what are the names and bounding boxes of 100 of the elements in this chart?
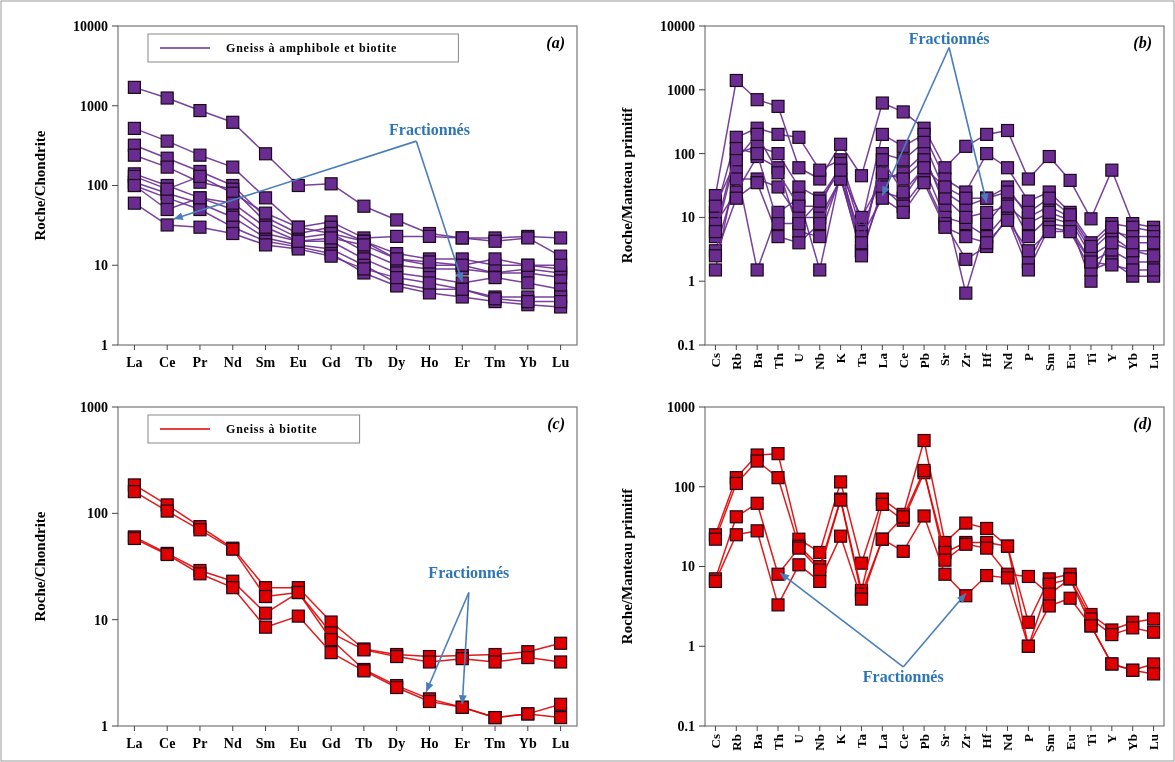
x-tick-label: Tb [355, 736, 373, 751]
legend-label: Gneiss à biotite [226, 422, 318, 437]
x-tick-label: Rb [728, 353, 744, 370]
y-tick-label: 1000 [80, 98, 108, 114]
x-tick-label: Ho [420, 736, 439, 751]
x-tick-label: U [791, 733, 807, 744]
x-tick-label: Pb [916, 734, 932, 750]
x-tick-label: Gd [321, 355, 341, 370]
x-tick-label: Lu [1146, 353, 1162, 369]
x-tick-label: Nd [223, 355, 242, 370]
y-tick-label: 0.1 [677, 337, 695, 353]
x-tick-label: Er [454, 355, 471, 370]
x-tick-label: Ti [1083, 352, 1099, 366]
x-tick-label: Dy [388, 736, 406, 751]
y-tick-label: 100 [674, 146, 695, 162]
y-tick-label: 100 [674, 479, 695, 495]
x-tick-label: Ce [159, 736, 176, 751]
x-tick-label: La [126, 736, 143, 751]
annotation: Fractionnés [389, 121, 470, 139]
annotation: Fractionnés [862, 667, 944, 685]
y-tick-label: 1000 [667, 399, 695, 415]
x-tick-label: La [874, 733, 890, 750]
x-tick-label: Gd [321, 736, 341, 751]
y-tick-label: 1000 [667, 82, 695, 98]
x-tick-label: Zr [958, 352, 974, 368]
x-tick-label: Tb [355, 355, 373, 370]
x-tick-label: Cs [707, 734, 723, 749]
y-tick-label: 1000 [80, 399, 108, 415]
x-tick-label: Y [1104, 733, 1120, 744]
y-tick-label: 10 [681, 210, 695, 226]
y-tick-label: 10 [94, 612, 108, 628]
x-tick-label: Hf [979, 352, 995, 368]
x-tick-label: Sm [255, 355, 276, 370]
x-tick-label: Eu [289, 355, 308, 370]
x-tick-label: Nb [812, 353, 828, 370]
x-tick-label: K [833, 733, 849, 745]
y-tick-label: 10 [681, 559, 695, 575]
y-tick-label: 1 [101, 718, 108, 734]
y-tick-label: 1 [688, 274, 695, 290]
y-tick-label: 10000 [660, 18, 695, 34]
x-tick-label: Sm [1041, 352, 1057, 372]
x-tick-label: Pr [192, 355, 208, 370]
x-tick-label: Ta [854, 352, 870, 367]
y-tick-label: 10 [94, 258, 108, 274]
x-tick-label: Ce [159, 355, 176, 370]
y-tick-label: 100 [87, 178, 108, 194]
y-tick-label: 1 [101, 337, 108, 353]
x-tick-label: La [126, 355, 143, 370]
y-tick-label: 100 [87, 506, 108, 522]
x-tick-label: Sm [255, 736, 276, 751]
annotation: Fractionnés [428, 563, 510, 581]
x-tick-label: Th [770, 352, 786, 369]
x-tick-label: Zr [958, 733, 974, 749]
x-tick-label: Pr [192, 736, 208, 751]
y-axis-title: Roche/Chondrite [32, 511, 49, 622]
x-tick-label: Pb [916, 353, 932, 369]
x-tick-label: Lu [552, 736, 570, 751]
x-tick-label: Lu [552, 355, 570, 370]
x-tick-label: Dy [388, 355, 406, 370]
x-tick-label: Nd [1000, 352, 1016, 370]
y-tick-label: 0.1 [677, 718, 695, 734]
x-tick-label: Ba [749, 352, 765, 369]
x-tick-label: Lu [1146, 734, 1162, 750]
y-tick-label: 10000 [73, 18, 108, 34]
x-tick-label: Er [454, 736, 471, 751]
annotation: (b) [1133, 34, 1152, 52]
x-tick-label: Hf [979, 733, 995, 749]
x-tick-label: P [1020, 733, 1036, 742]
x-tick-label: P [1020, 352, 1036, 361]
y-axis-title: Roche/Manteau primitif [619, 106, 636, 264]
x-tick-label: Eu [1062, 353, 1078, 369]
x-tick-label: Ti [1083, 733, 1099, 747]
x-tick-label: Sr [937, 352, 953, 366]
y-tick-label: 1 [688, 639, 695, 655]
y-axis-title: Roche/Manteau primitif [619, 487, 636, 645]
x-tick-label: K [833, 352, 849, 364]
y-axis-title: Roche/Chondrite [32, 130, 49, 241]
x-tick-label: Eu [289, 736, 308, 751]
x-tick-label: Ba [749, 733, 765, 750]
x-tick-label: Nb [812, 734, 828, 751]
x-tick-label: Sr [937, 733, 953, 747]
x-tick-label: Th [770, 733, 786, 750]
x-tick-label: Nd [223, 736, 242, 751]
x-tick-label: Yb [1125, 353, 1141, 370]
x-tick-label: Ce [895, 352, 911, 369]
annotation: (a) [546, 34, 565, 52]
x-tick-label: Nd [1000, 733, 1016, 751]
x-tick-label: Eu [1062, 734, 1078, 750]
x-tick-label: Sm [1041, 733, 1057, 753]
annotation: (d) [1133, 415, 1152, 433]
x-tick-label: Yb [1125, 734, 1141, 751]
x-tick-label: Cs [707, 353, 723, 368]
legend-label: Gneiss à amphibole et biotite [226, 41, 398, 56]
x-tick-label: Y [1104, 352, 1120, 363]
x-tick-label: Tm [484, 736, 506, 751]
x-tick-label: U [791, 352, 807, 363]
x-tick-label: Ta [854, 733, 870, 748]
annotation: (c) [547, 415, 565, 433]
x-tick-label: La [874, 352, 890, 369]
x-tick-label: Ho [420, 355, 439, 370]
